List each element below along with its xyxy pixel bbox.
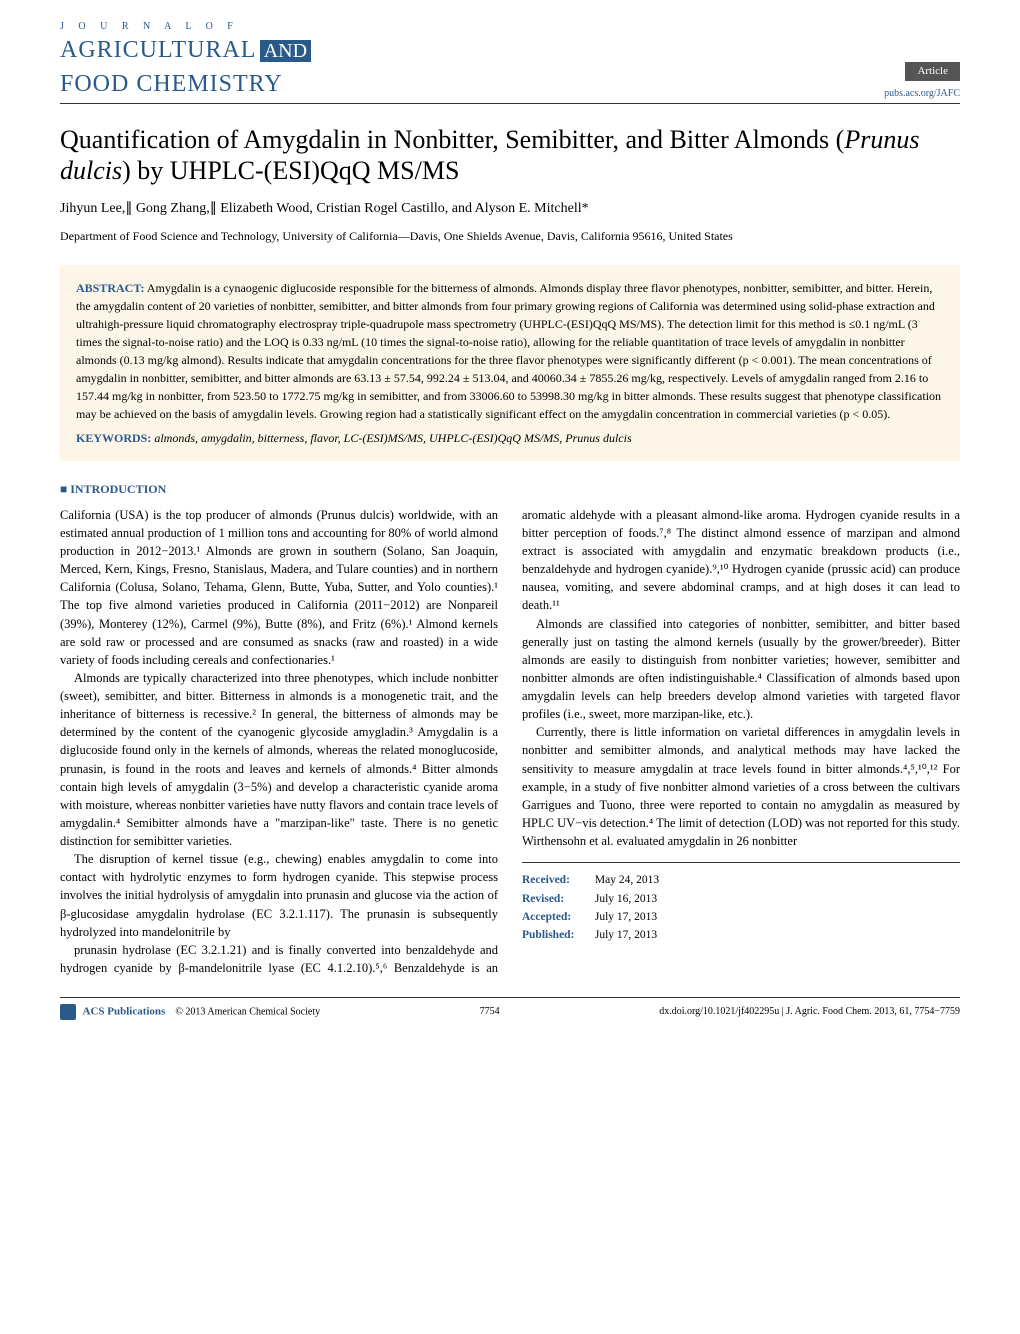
abstract-paragraph: ABSTRACT: Amygdalin is a cynaogenic digl… — [76, 279, 944, 423]
acs-publications: ACS Publications — [83, 1005, 166, 1017]
keywords-text: almonds, amygdalin, bitterness, flavor, … — [154, 431, 631, 445]
date-accepted-label: Accepted: — [522, 908, 592, 926]
acs-logo-icon — [60, 1004, 76, 1020]
body-p1: California (USA) is the top producer of … — [60, 506, 498, 669]
header-right: Article pubs.acs.org/JAFC — [884, 62, 960, 101]
article-title: Quantification of Amygdalin in Nonbitter… — [60, 124, 960, 186]
abstract-box: ABSTRACT: Amygdalin is a cynaogenic digl… — [60, 265, 960, 461]
dates-box: Received: May 24, 2013 Revised: July 16,… — [522, 862, 960, 945]
body-p6: Currently, there is little information o… — [522, 723, 960, 850]
date-revised-value: July 16, 2013 — [595, 893, 657, 905]
abstract-text: Amygdalin is a cynaogenic diglucoside re… — [76, 281, 941, 421]
affiliation: Department of Food Science and Technolog… — [60, 228, 960, 245]
page-header: J O U R N A L O F AGRICULTURAL AND FOOD … — [60, 20, 960, 104]
date-received-label: Received: — [522, 871, 592, 889]
date-received-value: May 24, 2013 — [595, 874, 659, 886]
journal-small-text: J O U R N A L O F — [60, 20, 311, 34]
footer-left: ACS Publications © 2013 American Chemica… — [60, 1004, 320, 1020]
journal-and: AND — [260, 40, 311, 62]
date-received: Received: May 24, 2013 — [522, 871, 960, 889]
footer-doi: dx.doi.org/10.1021/jf402295u | J. Agric.… — [659, 1005, 960, 1019]
footer-page: 7754 — [480, 1005, 500, 1019]
keywords-paragraph: KEYWORDS: almonds, amygdalin, bitterness… — [76, 429, 944, 447]
date-accepted: Accepted: July 17, 2013 — [522, 908, 960, 926]
date-revised-label: Revised: — [522, 890, 592, 908]
journal-line2: FOOD CHEMISTRY — [60, 68, 311, 102]
date-published: Published: July 17, 2013 — [522, 926, 960, 944]
date-published-value: July 17, 2013 — [595, 929, 657, 941]
body-p5: Almonds are classified into categories o… — [522, 615, 960, 724]
date-published-label: Published: — [522, 926, 592, 944]
date-revised: Revised: July 16, 2013 — [522, 890, 960, 908]
date-accepted-value: July 17, 2013 — [595, 911, 657, 923]
body-columns: California (USA) is the top producer of … — [60, 506, 960, 977]
copyright: © 2013 American Chemical Society — [175, 1006, 320, 1017]
journal-logo: J O U R N A L O F AGRICULTURAL AND FOOD … — [60, 20, 311, 101]
page-footer: ACS Publications © 2013 American Chemica… — [60, 997, 960, 1020]
abstract-label: ABSTRACT: — [76, 281, 144, 295]
section-header-introduction: INTRODUCTION — [60, 481, 960, 498]
article-badge: Article — [905, 62, 960, 81]
body-p3: The disruption of kernel tissue (e.g., c… — [60, 850, 498, 941]
body-p2: Almonds are typically characterized into… — [60, 669, 498, 850]
journal-line1: AGRICULTURAL — [60, 37, 256, 63]
authors: Jihyun Lee,∥ Gong Zhang,∥ Elizabeth Wood… — [60, 199, 960, 219]
pubs-link[interactable]: pubs.acs.org/JAFC — [884, 87, 960, 101]
keywords-label: KEYWORDS: — [76, 431, 151, 445]
